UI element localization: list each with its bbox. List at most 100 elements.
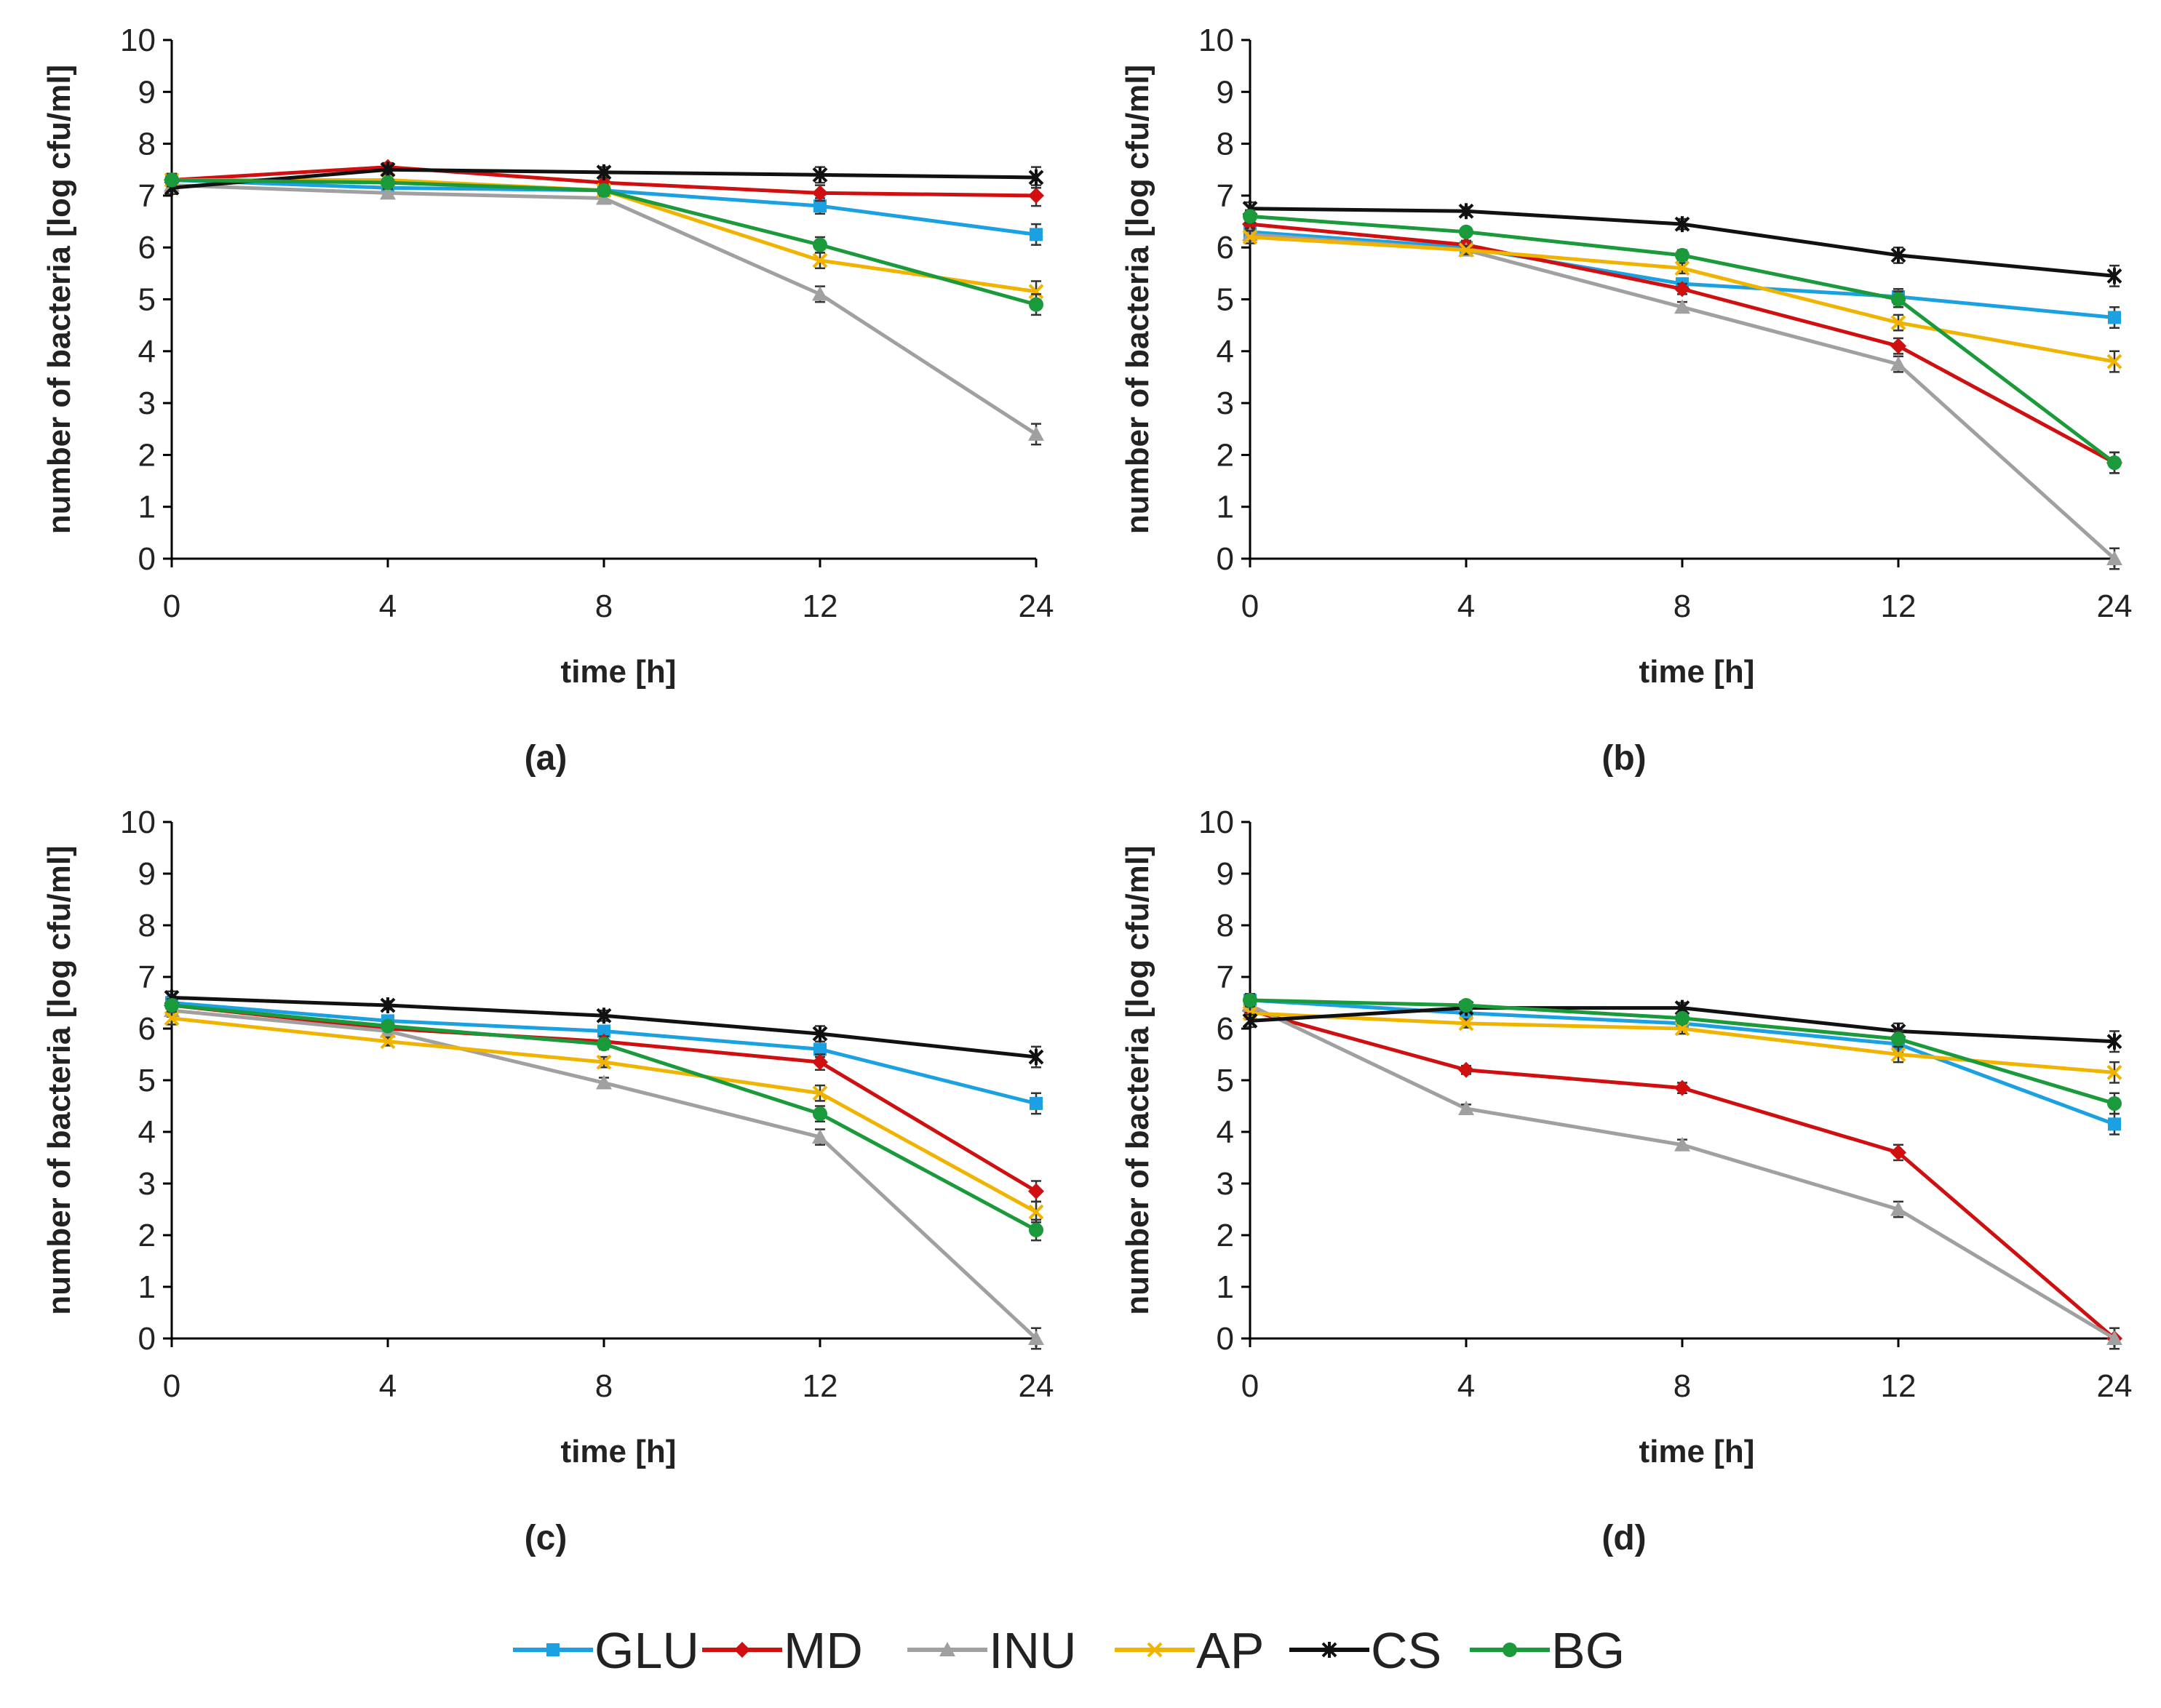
y-tick-label: 2 xyxy=(1217,437,1234,473)
data-point xyxy=(1675,247,1690,263)
data-point xyxy=(596,1007,612,1024)
data-point xyxy=(1674,216,1690,233)
x-tick-label: 0 xyxy=(163,1368,180,1404)
data-point xyxy=(1674,281,1690,298)
y-tick-label: 5 xyxy=(138,1063,156,1098)
y-tick-label: 1 xyxy=(1217,1269,1234,1305)
x-axis-title: time [h] xyxy=(561,1434,677,1469)
data-point xyxy=(1890,315,1906,330)
x-tick-label: 8 xyxy=(595,1368,613,1404)
data-point xyxy=(2108,311,2121,324)
y-axis-title: number of bacteria [log cfu/ml] xyxy=(41,65,77,534)
y-tick-label: 4 xyxy=(138,334,156,370)
data-point xyxy=(1028,1330,1044,1345)
y-tick-label: 0 xyxy=(138,541,156,577)
y-tick-label: 0 xyxy=(138,1321,156,1357)
data-point xyxy=(381,1018,395,1034)
y-tick-label: 8 xyxy=(1217,908,1234,943)
data-point xyxy=(596,164,612,180)
panel-label: (a) xyxy=(525,739,568,778)
data-point xyxy=(2106,268,2122,284)
y-axis-title: number of bacteria [log cfu/ml] xyxy=(41,845,77,1314)
data-point xyxy=(812,286,828,301)
x-tick-label: 12 xyxy=(803,1368,838,1404)
x-axis-title: time [h] xyxy=(1639,654,1755,690)
data-point xyxy=(597,1037,611,1052)
series-inu xyxy=(164,1002,1044,1350)
series-line xyxy=(171,183,1038,436)
legend-marker xyxy=(734,1642,750,1658)
legend-marker xyxy=(939,1642,955,1656)
data-point xyxy=(1030,228,1043,242)
data-point xyxy=(812,252,828,268)
legend-label: GLU xyxy=(594,1622,699,1679)
y-tick-label: 6 xyxy=(1217,1011,1234,1047)
series-ap xyxy=(164,1010,1044,1224)
data-point xyxy=(164,1010,180,1026)
legend-item-ap: AP xyxy=(1115,1622,1264,1679)
x-tick-label: 0 xyxy=(1241,1368,1259,1404)
y-tick-label: 4 xyxy=(138,1114,156,1150)
y-axis-title: number of bacteria [log cfu/ml] xyxy=(1120,65,1155,534)
data-point xyxy=(596,175,612,191)
x-tick-label: 8 xyxy=(1674,588,1691,624)
panel-label: (c) xyxy=(525,1519,568,1557)
data-point xyxy=(1243,209,1257,224)
legend-marker xyxy=(1321,1642,1337,1658)
data-point xyxy=(380,185,396,200)
x-tick-label: 24 xyxy=(1019,588,1054,624)
data-point xyxy=(2106,1064,2122,1080)
x-tick-label: 8 xyxy=(595,588,613,624)
legend-item-glu: GLU xyxy=(513,1622,699,1679)
y-tick-label: 1 xyxy=(138,1269,156,1305)
x-axis-title: time [h] xyxy=(561,654,677,690)
data-point xyxy=(1890,247,1906,263)
y-tick-label: 10 xyxy=(1198,23,1234,58)
data-point xyxy=(1028,1183,1044,1200)
y-tick-label: 2 xyxy=(1217,1218,1234,1253)
data-point xyxy=(813,1042,827,1056)
y-tick-label: 2 xyxy=(138,437,156,473)
data-point xyxy=(1028,1204,1044,1220)
y-tick-label: 7 xyxy=(138,178,156,214)
y-tick-label: 1 xyxy=(138,490,156,525)
data-point xyxy=(380,997,396,1014)
series-bg xyxy=(1243,992,2122,1115)
data-point xyxy=(1028,426,1044,441)
panel-label: (d) xyxy=(1601,1519,1646,1557)
data-point xyxy=(597,1024,610,1038)
y-tick-label: 5 xyxy=(1217,1063,1234,1098)
data-point xyxy=(813,1106,827,1122)
x-tick-label: 24 xyxy=(2097,588,2133,624)
data-point xyxy=(2107,455,2122,471)
legend-item-bg: BG xyxy=(1470,1622,1625,1679)
data-point xyxy=(812,185,828,201)
y-tick-label: 6 xyxy=(138,1011,156,1047)
x-tick-label: 4 xyxy=(1457,588,1475,624)
legend-marker xyxy=(1503,1643,1517,1657)
data-point xyxy=(1674,1136,1690,1152)
y-tick-label: 5 xyxy=(1217,282,1234,318)
legend-label: BG xyxy=(1551,1622,1625,1679)
data-point xyxy=(1459,998,1473,1013)
y-tick-label: 3 xyxy=(1217,1166,1234,1202)
panel-label: (b) xyxy=(1601,739,1646,778)
data-point xyxy=(812,167,828,183)
series-bg xyxy=(164,998,1043,1242)
y-tick-label: 7 xyxy=(1217,178,1234,214)
legend-marker xyxy=(1147,1642,1163,1658)
data-point xyxy=(596,1054,612,1070)
y-tick-label: 3 xyxy=(138,386,156,421)
data-point xyxy=(1459,224,1473,239)
data-point xyxy=(1458,1061,1474,1078)
data-point xyxy=(1458,1101,1474,1116)
data-point xyxy=(380,1034,396,1050)
x-tick-label: 12 xyxy=(1881,1368,1917,1404)
data-point xyxy=(1242,229,1258,245)
data-point xyxy=(1674,1080,1690,1096)
legend-label: INU xyxy=(989,1622,1077,1679)
data-point xyxy=(2106,551,2122,565)
